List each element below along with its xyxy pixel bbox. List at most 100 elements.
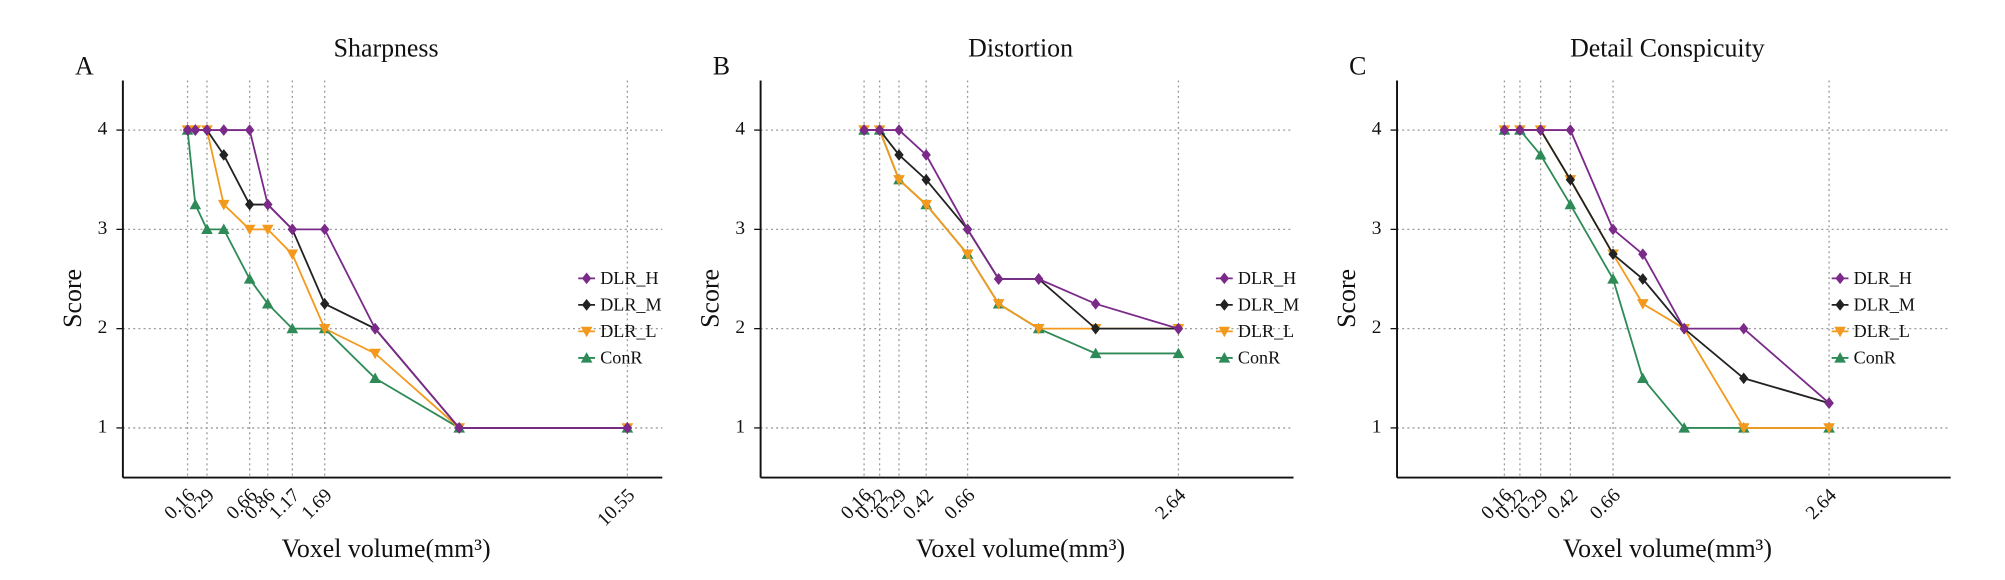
marker [962, 223, 973, 236]
y-tick-label: 1 [735, 416, 745, 437]
legend-label: ConR [600, 347, 643, 367]
marker [1638, 273, 1648, 285]
marker [217, 223, 230, 235]
legend-label: ConR [1238, 347, 1281, 367]
y-axis-label: Score [696, 269, 725, 328]
marker [320, 223, 330, 236]
y-tick-label: 1 [98, 416, 108, 437]
y-tick-label: 2 [98, 317, 108, 338]
x-axis-label: Voxel volume(mm³) [282, 534, 491, 563]
marker [1172, 347, 1185, 359]
marker [201, 223, 213, 235]
marker [622, 422, 633, 434]
x-axis-label: Voxel volume(mm³) [916, 534, 1125, 563]
legend-marker [1834, 326, 1846, 338]
x-tick-label: 0.66 [941, 485, 980, 524]
marker [244, 124, 255, 136]
x-tick-label: 0.42 [1543, 485, 1582, 524]
x-axis-label: Voxel volume(mm³) [1563, 534, 1772, 563]
marker [1564, 198, 1577, 210]
series-line [1504, 129, 1830, 404]
legend-marker [1218, 352, 1231, 363]
legend-label: DLR_M [1238, 294, 1299, 314]
y-axis-label: Score [58, 269, 87, 328]
marker [1173, 322, 1184, 335]
marker [1032, 323, 1045, 335]
legend-marker [580, 352, 593, 363]
legend-label: DLR_L [1854, 321, 1910, 341]
legend-marker [1218, 326, 1231, 338]
series-line [1504, 129, 1830, 429]
marker [286, 249, 299, 261]
marker [287, 223, 297, 236]
marker [320, 298, 330, 310]
x-tick-label: 0.66 [1586, 485, 1625, 524]
legend-marker [1835, 299, 1845, 311]
marker [318, 323, 331, 335]
series-line [187, 129, 628, 429]
panel-label: C [1349, 52, 1366, 81]
marker [286, 322, 299, 334]
legend-label: DLR_M [1854, 294, 1915, 314]
x-tick-label: 1.17 [265, 485, 304, 524]
chart-title: Sharpness [334, 34, 439, 63]
panel: C Detail Conspicuity Voxel volume(mm³) Scor… [1332, 34, 1951, 563]
marker [1824, 397, 1834, 409]
legend-label: DLR_H [1854, 268, 1912, 288]
panel-label: B [713, 52, 730, 81]
marker [992, 299, 1005, 310]
marker [263, 198, 273, 211]
legend-label: ConR [1854, 347, 1897, 367]
marker [1565, 124, 1576, 136]
marker [244, 198, 255, 211]
series-line [1504, 129, 1830, 404]
marker [921, 149, 931, 161]
marker [1607, 273, 1619, 284]
marker [893, 175, 905, 186]
marker [1823, 423, 1835, 434]
legend-label: DLR_L [600, 321, 656, 341]
marker [1090, 322, 1101, 335]
marker [1608, 248, 1618, 261]
y-tick-label: 1 [1372, 416, 1382, 437]
marker [1565, 173, 1576, 186]
marker [1739, 322, 1749, 335]
y-tick-label: 4 [1372, 119, 1382, 140]
marker [369, 372, 381, 383]
legend-label: DLR_H [1238, 268, 1296, 288]
legend-marker [1219, 299, 1230, 311]
y-tick-label: 3 [735, 218, 745, 239]
marker [370, 322, 380, 335]
marker [1638, 248, 1648, 261]
y-tick-label: 2 [735, 317, 745, 338]
legend-marker [581, 272, 592, 285]
marker [993, 273, 1004, 285]
marker [1534, 149, 1547, 160]
marker [1034, 273, 1044, 285]
chart-title: Detail Conspicuity [1570, 34, 1765, 63]
x-tick-label: 0.42 [899, 485, 938, 524]
marker [454, 422, 464, 434]
legend-marker [1834, 352, 1846, 363]
marker [1499, 124, 1510, 136]
marker [189, 198, 202, 210]
marker [1535, 124, 1546, 136]
marker [920, 199, 933, 211]
marker [1636, 372, 1649, 383]
y-tick-label: 4 [98, 119, 108, 140]
legend-marker [580, 326, 593, 338]
marker [1739, 372, 1749, 385]
marker [1090, 298, 1101, 310]
marker [894, 149, 904, 161]
marker [369, 348, 381, 360]
legend-marker [1835, 272, 1845, 285]
chart-title: Distortion [968, 34, 1073, 63]
legend-label: DLR_L [1238, 321, 1294, 341]
legend-label: DLR_H [600, 268, 658, 288]
marker [1608, 223, 1618, 236]
marker [261, 298, 274, 309]
legend-marker [581, 299, 592, 311]
marker [1737, 423, 1750, 434]
y-tick-label: 4 [735, 119, 745, 140]
